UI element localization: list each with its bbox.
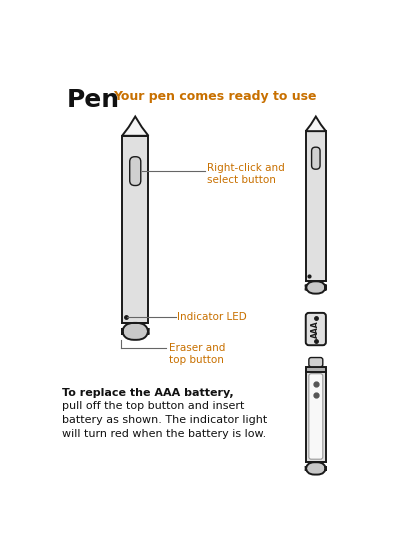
Bar <box>306 367 326 372</box>
Bar <box>122 136 148 323</box>
FancyBboxPatch shape <box>312 147 320 169</box>
Text: Your pen comes ready to use: Your pen comes ready to use <box>114 90 317 102</box>
Text: AAA: AAA <box>311 320 320 338</box>
Bar <box>306 371 326 462</box>
Text: To replace the AAA battery,: To replace the AAA battery, <box>62 388 234 398</box>
Bar <box>306 131 326 281</box>
FancyBboxPatch shape <box>122 323 148 340</box>
FancyBboxPatch shape <box>130 157 141 186</box>
FancyBboxPatch shape <box>309 357 323 367</box>
Text: Pen: Pen <box>67 88 120 112</box>
Text: pull off the top button and insert
battery as shown. The indicator light
will tu: pull off the top button and insert batte… <box>62 401 268 439</box>
FancyBboxPatch shape <box>306 462 326 475</box>
FancyBboxPatch shape <box>306 313 326 345</box>
FancyBboxPatch shape <box>309 374 323 459</box>
Text: Eraser and
top button: Eraser and top button <box>168 343 225 365</box>
Polygon shape <box>306 116 326 131</box>
Text: Right-click and
select button: Right-click and select button <box>206 163 284 185</box>
Text: Indicator LED: Indicator LED <box>177 312 247 322</box>
Polygon shape <box>122 116 148 136</box>
FancyBboxPatch shape <box>306 281 326 294</box>
